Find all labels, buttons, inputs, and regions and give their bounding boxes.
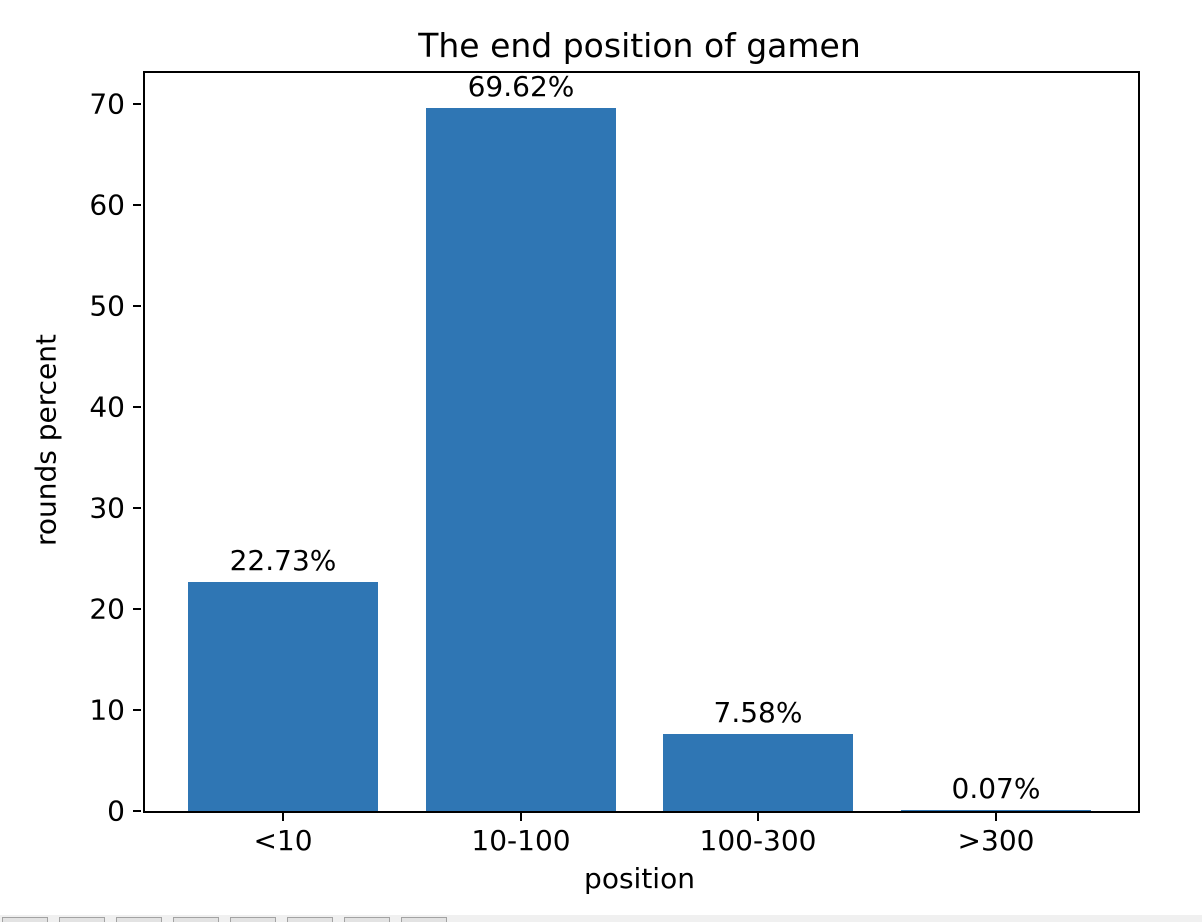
x-axis-label: position — [584, 862, 695, 895]
x-tick-label: 10-100 — [471, 824, 571, 857]
y-tick — [133, 406, 141, 408]
toolbar-button-top[interactable] — [59, 917, 105, 922]
y-axis-label: rounds percent — [29, 333, 63, 547]
bar — [663, 734, 853, 811]
toolbar-button-top[interactable] — [2, 917, 48, 922]
y-tick-label: 70 — [89, 87, 125, 121]
y-tick-label: 40 — [89, 390, 125, 424]
y-tick-label: 60 — [89, 188, 125, 222]
y-tick-label: 50 — [89, 289, 125, 323]
chart-title: The end position of gamen — [418, 26, 861, 65]
toolbar-button-top[interactable] — [287, 917, 333, 922]
x-tick-label: <10 — [253, 824, 313, 857]
bar-value-label: 7.58% — [713, 696, 803, 729]
x-tick-label: >300 — [957, 824, 1035, 857]
y-tick — [133, 204, 141, 206]
y-tick — [133, 305, 141, 307]
y-tick-label: 20 — [89, 592, 125, 626]
y-tick — [133, 103, 141, 105]
toolbar-button-top[interactable] — [116, 917, 162, 922]
bar — [188, 582, 378, 811]
bar-value-label: 69.62% — [467, 70, 575, 103]
toolbar-button-top[interactable] — [344, 917, 390, 922]
bar-value-label: 0.07% — [951, 772, 1041, 805]
x-tick-label: 100-300 — [699, 824, 817, 857]
toolbar-button-top[interactable] — [230, 917, 276, 922]
y-tick — [133, 709, 141, 711]
bar — [901, 810, 1091, 811]
x-tick — [995, 813, 997, 821]
x-tick — [520, 813, 522, 821]
y-tick-label: 10 — [89, 693, 125, 727]
y-tick — [133, 810, 141, 812]
bar — [426, 108, 616, 811]
y-tick — [133, 608, 141, 610]
toolbar-strip — [0, 915, 1202, 922]
toolbar-button-top[interactable] — [173, 917, 219, 922]
x-tick — [282, 813, 284, 821]
toolbar-button-top[interactable] — [401, 917, 447, 922]
y-tick-label: 0 — [107, 794, 125, 828]
bar-value-label: 22.73% — [229, 544, 337, 577]
y-tick — [133, 507, 141, 509]
y-tick-label: 30 — [89, 491, 125, 525]
x-tick — [757, 813, 759, 821]
